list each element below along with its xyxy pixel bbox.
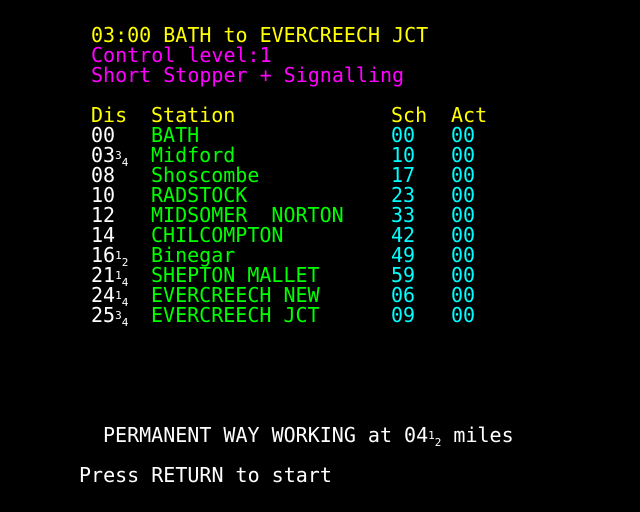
row-actual-time: 00 [451,243,476,267]
row-station: BATH [151,123,200,147]
notice-suffix: miles [441,423,514,447]
row-scheduled-time: 17 [391,163,416,187]
row-distance-miles: 14 [91,223,116,247]
row-scheduled-time: 23 [391,183,416,207]
row-station: Shoscombe [151,163,260,187]
header-actual: Act [451,103,488,127]
timetable-row: 2114 SHEPTON MALLET 59 00 [0,263,640,289]
row-station: Midford [151,143,236,167]
row-scheduled-time: 42 [391,223,416,247]
row-distance-fraction-denominator: 4 [121,276,129,289]
table-header: Dis Station Sch Act [0,105,640,125]
header-scheduled: Sch [391,103,428,127]
start-prompt: Press RETURN to start [79,463,332,487]
row-distance-miles: 00 [91,123,116,147]
row-station: SHEPTON MALLET [151,263,320,287]
row-distance-miles: 16 [91,243,116,267]
row-station: RADSTOCK [151,183,248,207]
row-scheduled-time: 33 [391,203,416,227]
row-distance-miles: 21 [91,263,116,287]
header-distance: Dis [91,103,128,127]
row-scheduled-time: 59 [391,263,416,287]
notice-prefix: PERMANENT WAY WORKING at 04 [103,423,429,447]
row-distance-fraction-numerator: 1 [115,249,122,262]
timetable-row: 2414 EVERCREECH NEW 06 00 [0,283,640,309]
timetable-row: 00 BATH 00 00 [0,125,640,145]
timetable-row: 1612 Binegar 49 00 [0,243,640,269]
timetable-row: 2534 EVERCREECH JCT 09 00 [0,303,640,329]
row-scheduled-time: 06 [391,283,416,307]
row-distance: 0334 [91,145,128,169]
row-actual-time: 00 [451,163,476,187]
row-actual-time: 00 [451,183,476,207]
row-distance-miles: 08 [91,163,116,187]
row-distance-fraction-denominator: 4 [121,316,129,329]
notice-fraction-denominator: 2 [434,436,442,449]
timetable-row: 14 CHILCOMPTON 42 00 [0,225,640,245]
row-distance: 2414 [91,285,128,309]
row-station: MIDSOMER NORTON [151,203,344,227]
timetable-row: 12 MIDSOMER NORTON 33 00 [0,205,640,225]
row-station: EVERCREECH NEW [151,283,320,307]
row-scheduled-time: 49 [391,243,416,267]
row-scheduled-time: 10 [391,143,416,167]
timetable-row: 08 Shoscombe 17 00 [0,165,640,185]
row-distance-fraction-denominator: 4 [121,296,129,309]
row-distance: 2114 [91,265,128,289]
game-mode: Short Stopper + Signalling [91,63,405,87]
row-scheduled-time: 00 [391,123,416,147]
row-station: EVERCREECH JCT [151,303,320,327]
row-distance-miles: 10 [91,183,116,207]
row-distance-fraction-denominator: 4 [121,156,129,169]
row-actual-time: 00 [451,203,476,227]
row-distance: 08 [91,165,115,185]
row-distance: 10 [91,185,115,205]
row-actual-time: 00 [451,263,476,287]
row-actual-time: 00 [451,223,476,247]
row-distance-fraction-numerator: 1 [115,269,122,282]
row-actual-time: 00 [451,123,476,147]
row-station: Binegar [151,243,236,267]
row-distance-miles: 24 [91,283,116,307]
row-actual-time: 00 [451,143,476,167]
row-distance: 12 [91,205,115,225]
row-distance-miles: 12 [91,203,116,227]
row-distance: 14 [91,225,115,245]
notice-fraction-numerator: 1 [428,429,435,442]
row-distance-miles: 25 [91,303,116,327]
row-station: CHILCOMPTON [151,223,284,247]
row-scheduled-time: 09 [391,303,416,327]
timetable-row: 10 RADSTOCK 23 00 [0,185,640,205]
row-distance: 1612 [91,245,128,269]
control-level: Control level:1 [91,43,272,67]
row-distance-fraction-denominator: 2 [121,256,129,269]
row-actual-time: 00 [451,303,476,327]
row-distance-fraction-numerator: 1 [115,289,122,302]
service-title: 03:00 BATH to EVERCREECH JCT [91,23,429,47]
row-actual-time: 00 [451,283,476,307]
row-distance-fraction-numerator: 3 [115,309,122,322]
header-station: Station [151,103,236,127]
row-distance-fraction-numerator: 3 [115,149,122,162]
timetable-row: 0334 Midford 10 00 [0,143,640,169]
row-distance: 2534 [91,305,128,329]
row-distance-miles: 03 [91,143,116,167]
row-distance: 00 [91,125,115,145]
engineering-notice: PERMANENT WAY WORKING at 0412 miles [103,423,514,449]
